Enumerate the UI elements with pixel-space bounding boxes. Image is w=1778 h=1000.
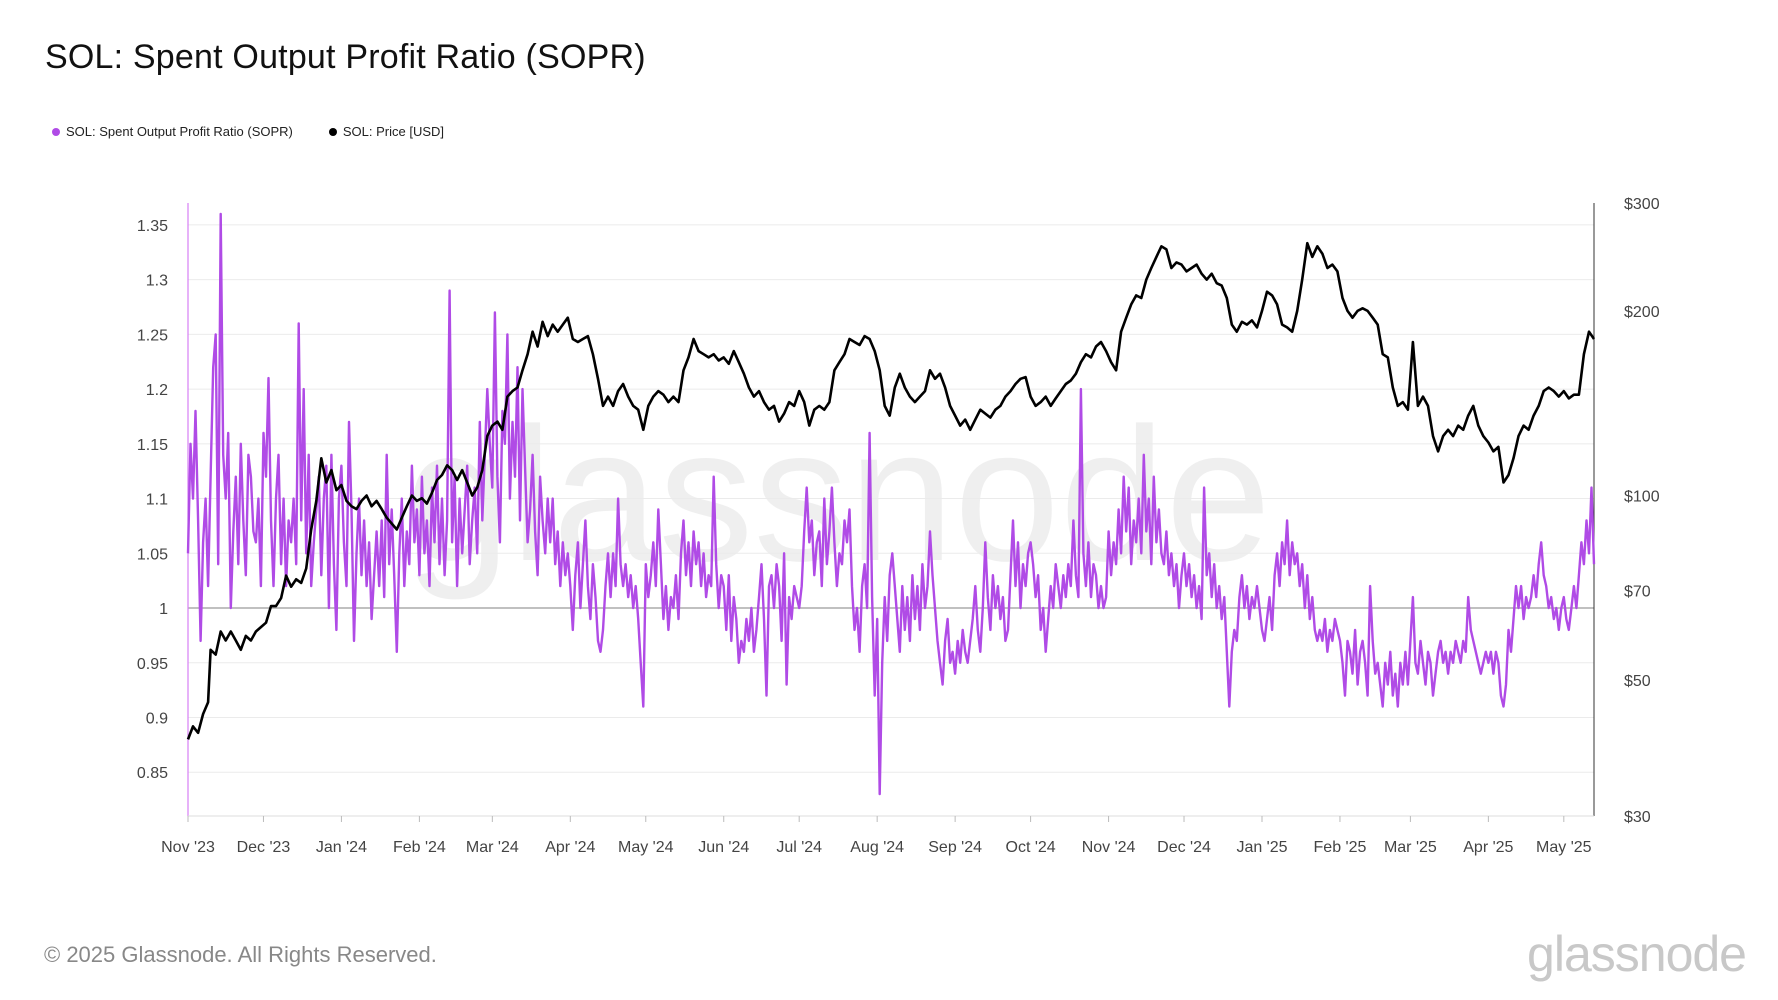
x-axis-tick-label: Jan '24 xyxy=(316,839,367,856)
left-axis-tick-label: 1.1 xyxy=(146,492,168,509)
legend-label-sopr: SOL: Spent Output Profit Ratio (SOPR) xyxy=(66,124,293,139)
legend-dot-sopr xyxy=(52,127,60,136)
x-axis-tick-label: Jan '25 xyxy=(1236,839,1287,856)
x-axis-tick-label: Dec '24 xyxy=(1157,839,1211,856)
series-layer xyxy=(186,212,1596,796)
left-axis-tick-label: 1.05 xyxy=(137,546,168,563)
x-axis-tick-label: Mar '25 xyxy=(1384,839,1437,856)
copyright-footer: © 2025 Glassnode. All Rights Reserved. xyxy=(44,942,437,967)
left-axis-tick-label: 0.85 xyxy=(137,765,168,782)
x-axis-tick-label: Aug '24 xyxy=(850,839,904,856)
x-axis-tick-label: Apr '25 xyxy=(1463,839,1513,856)
legend-dot-price xyxy=(328,127,337,136)
left-axis-tick-label: 1.35 xyxy=(137,218,168,235)
legend-item-price[interactable]: SOL: Price [USD] xyxy=(328,124,445,139)
legend-item-sopr[interactable]: SOL: Spent Output Profit Ratio (SOPR) xyxy=(52,124,293,139)
left-axis-tick-label: 1.2 xyxy=(146,382,168,399)
right-axis-tick-label: $30 xyxy=(1624,809,1651,826)
left-axis-tick-label: 1.15 xyxy=(137,437,168,454)
x-axis-tick-label: Nov '24 xyxy=(1082,839,1136,856)
left-axis-tick-label: 1.25 xyxy=(137,327,168,344)
x-axis-tick-label: Jun '24 xyxy=(698,839,749,856)
right-axis-tick-label: $200 xyxy=(1624,304,1660,321)
x-axis-tick-label: Sep '24 xyxy=(928,839,982,856)
right-axis-tick-label: $300 xyxy=(1624,196,1660,213)
brand-logo: glassnode xyxy=(1527,926,1747,982)
x-axis-tick-label: Nov '23 xyxy=(161,839,215,856)
x-axis-tick-label: Apr '24 xyxy=(545,839,595,856)
left-axis-tick-label: 0.9 xyxy=(146,710,168,727)
x-axis-tick-label: May '24 xyxy=(618,839,674,856)
x-axis-tick-label: Feb '25 xyxy=(1314,839,1367,856)
x-axis-tick-label: Dec '23 xyxy=(237,839,291,856)
right-axis-tick-label: $70 xyxy=(1624,583,1651,600)
axes-layer: 0.85 0.9 0.95 1 1.05 1.1 1.15 1.2 1.25 1.3 1.35 $30… xyxy=(137,196,1660,856)
x-axis-tick-label: Mar '24 xyxy=(466,839,519,856)
sopr-line xyxy=(186,212,1596,796)
x-axis-tick-label: Oct '24 xyxy=(1006,839,1056,856)
left-axis-tick-label: 1.3 xyxy=(146,273,168,290)
right-axis-tick-label: $50 xyxy=(1624,673,1651,690)
legend: SOL: Spent Output Profit Ratio (SOPR) SO… xyxy=(52,124,444,139)
left-axis-tick-label: 0.95 xyxy=(137,656,168,673)
x-axis-tick-label: May '25 xyxy=(1536,839,1592,856)
legend-label-price: SOL: Price [USD] xyxy=(342,124,445,139)
x-axis-tick-label: Feb '24 xyxy=(393,839,446,856)
chart-title: SOL: Spent Output Profit Ratio (SOPR) xyxy=(45,38,646,76)
x-axis-tick-label: Jul '24 xyxy=(776,839,822,856)
left-axis-tick-label: 1 xyxy=(159,601,168,618)
right-axis-tick-label: $100 xyxy=(1624,488,1660,505)
